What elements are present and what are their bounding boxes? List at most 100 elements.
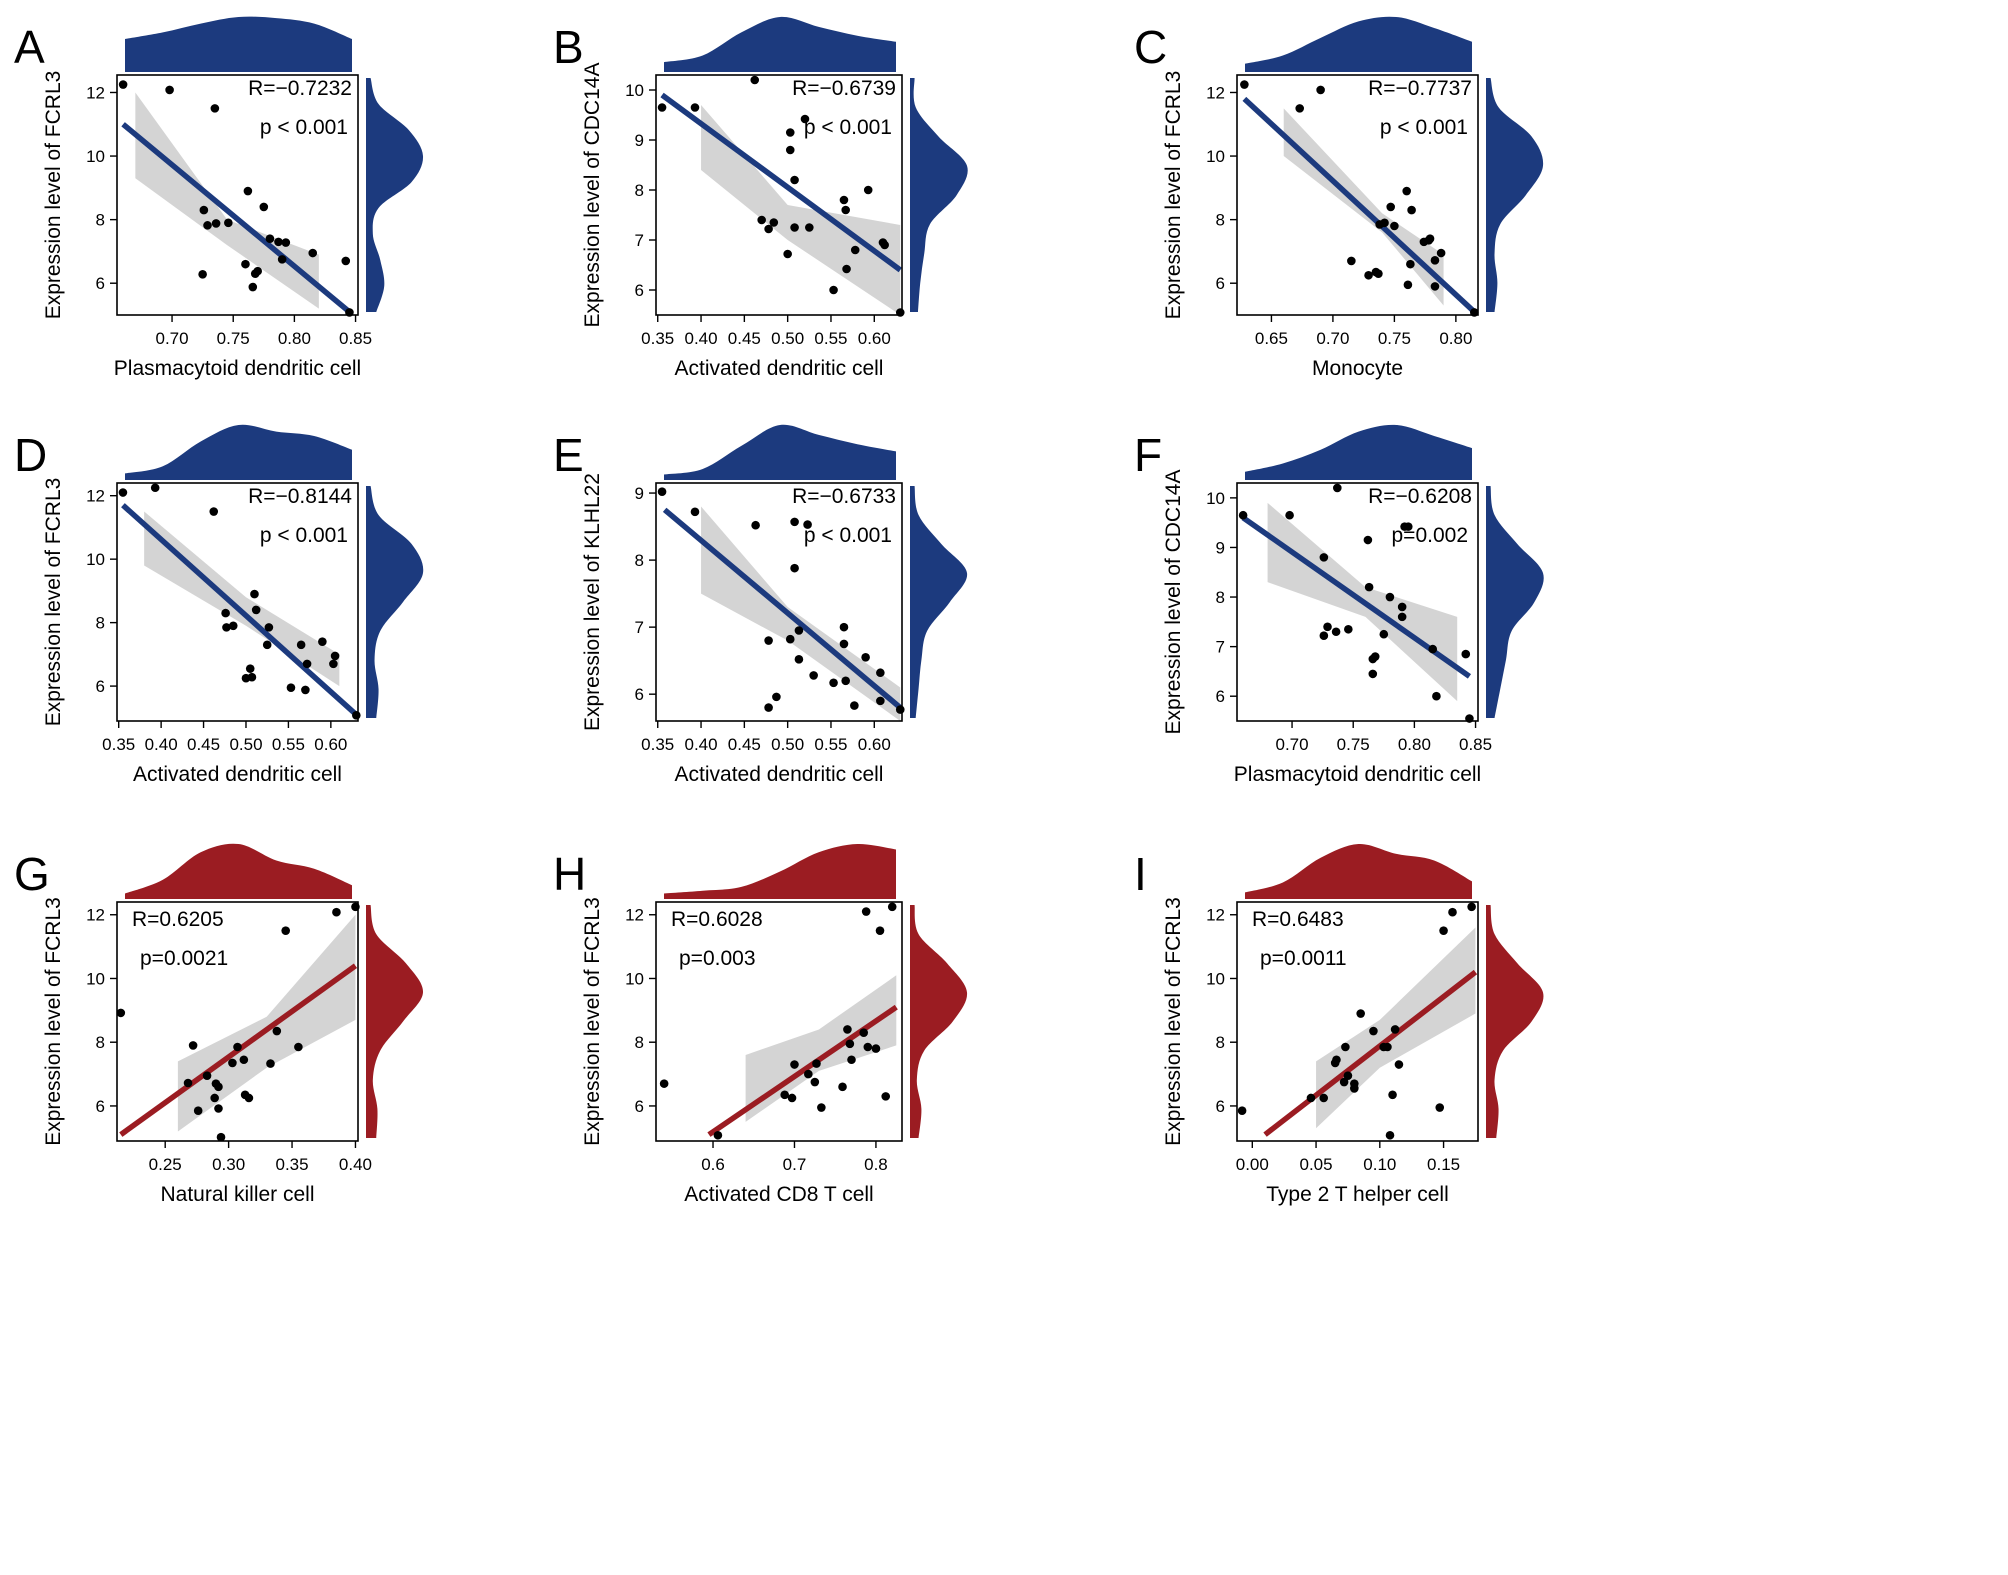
data-point (214, 1082, 223, 1092)
x-tick-label: 0.55 (814, 735, 847, 754)
y-tick-label: 10 (1206, 147, 1225, 166)
panel-letter: G (14, 848, 50, 900)
data-point (657, 487, 667, 497)
x-axis-title: Activated CD8 T cell (684, 1183, 873, 1206)
data-point (1333, 483, 1342, 493)
panel-letter: A (14, 21, 45, 73)
y-density-plot (366, 486, 424, 718)
data-point (250, 589, 259, 599)
data-point (116, 1008, 126, 1018)
plot-frame (116, 901, 359, 1142)
data-point (805, 223, 814, 232)
p-value-label: p < 0.001 (1380, 116, 1468, 139)
data-point (794, 655, 804, 664)
data-point (265, 234, 275, 244)
data-point (188, 1041, 198, 1050)
correlation-label: R=−0.6739 (792, 77, 896, 100)
p-value-label: p=0.003 (679, 947, 756, 970)
data-point (859, 1028, 869, 1037)
p-value-label: p=0.0021 (140, 947, 228, 970)
data-point (199, 205, 209, 215)
data-point (248, 282, 258, 292)
data-point (243, 186, 253, 196)
y-tick-label: 9 (635, 131, 644, 150)
p-value-label: p < 0.001 (804, 524, 892, 547)
data-point (839, 639, 849, 649)
panel-letter: I (1134, 848, 1147, 900)
correlation-label: R=−0.7737 (1368, 77, 1472, 100)
y-tick-label: 6 (96, 1097, 105, 1116)
x-tick-label: 0.70 (1276, 735, 1309, 754)
y-density-plot (910, 905, 968, 1138)
data-point (1403, 522, 1413, 531)
data-point (1397, 612, 1407, 622)
y-tick-label: 8 (635, 551, 644, 570)
data-point (1343, 1071, 1353, 1080)
correlation-label: R=−0.7232 (248, 77, 352, 100)
y-tick-label: 7 (635, 231, 644, 250)
data-point (790, 563, 799, 573)
data-point (266, 1059, 275, 1068)
data-point (308, 248, 318, 258)
data-point (239, 1055, 249, 1065)
x-tick-label: 0.30 (212, 1155, 245, 1174)
y-tick-label: 6 (1216, 687, 1225, 706)
x-tick-label: 0.40 (145, 735, 178, 754)
y-tick-label: 7 (635, 618, 644, 637)
y-tick-label: 9 (1216, 538, 1225, 557)
y-density-plot (910, 486, 968, 718)
plot-frame (655, 901, 903, 1142)
regression-line (121, 122, 352, 314)
data-point (790, 1060, 799, 1069)
data-point (1397, 602, 1407, 612)
panel-letter: C (1134, 21, 1167, 73)
data-point (198, 270, 207, 279)
data-point (253, 266, 262, 276)
data-point (1402, 186, 1411, 196)
x-axis-title: Type 2 T helper cell (1266, 1183, 1449, 1206)
y-tick-label: 12 (86, 83, 105, 102)
data-point (251, 605, 261, 615)
p-value-label: p=0.0011 (1260, 947, 1347, 970)
correlation-label: R=−0.8144 (248, 485, 352, 508)
data-point (1319, 631, 1329, 641)
panel-letter: H (553, 848, 586, 900)
panel-letter: E (553, 429, 584, 481)
data-point (1285, 510, 1294, 520)
x-axis-title: Plasmacytoid dendritic cell (1234, 763, 1481, 786)
x-tick-label: 0.80 (1398, 735, 1431, 754)
data-point (887, 902, 897, 912)
y-tick-label: 8 (1216, 588, 1225, 607)
x-tick-label: 0.40 (339, 1155, 372, 1174)
data-point (690, 103, 700, 112)
data-point (274, 237, 283, 247)
x-tick-label: 0.60 (858, 329, 891, 348)
panel-i: I 0.00 0.05 0.10 0.15 6 8 10 12 Type 2 T helper c… (1134, 843, 1544, 1206)
data-point (845, 1039, 855, 1049)
regression-line (707, 1004, 898, 1137)
data-point (277, 255, 287, 264)
data-point (772, 692, 781, 702)
y-tick-label: 12 (86, 906, 105, 925)
data-point (876, 696, 885, 706)
y-density-plot (910, 78, 968, 312)
x-tick-label: 0.45 (728, 329, 761, 348)
y-density-plot (1486, 486, 1544, 718)
panel-g: G 0.25 0.30 0.35 0.40 6 8 10 12 Natural killer ce… (14, 843, 424, 1206)
y-density-plot (366, 78, 424, 312)
y-tick-label: 12 (625, 906, 644, 925)
data-point (790, 223, 799, 232)
y-axis-title: Expression level of CDC14A (581, 63, 604, 328)
x-axis-title: Plasmacytoid dendritic cell (114, 357, 361, 380)
plot-frame (116, 74, 359, 316)
data-point (1406, 259, 1415, 269)
y-density-plot (1486, 905, 1544, 1138)
x-axis-title: Activated dendritic cell (675, 763, 884, 786)
panel-f: F 0.70 0.75 0.80 0.85 6 7 8 9 10 Plasmacytoid dend… (1134, 424, 1544, 786)
data-point (244, 1093, 254, 1103)
data-point (1364, 582, 1374, 592)
data-point (1407, 205, 1416, 215)
data-point (1436, 248, 1446, 258)
data-point (1350, 1084, 1359, 1093)
data-point (787, 1093, 797, 1103)
